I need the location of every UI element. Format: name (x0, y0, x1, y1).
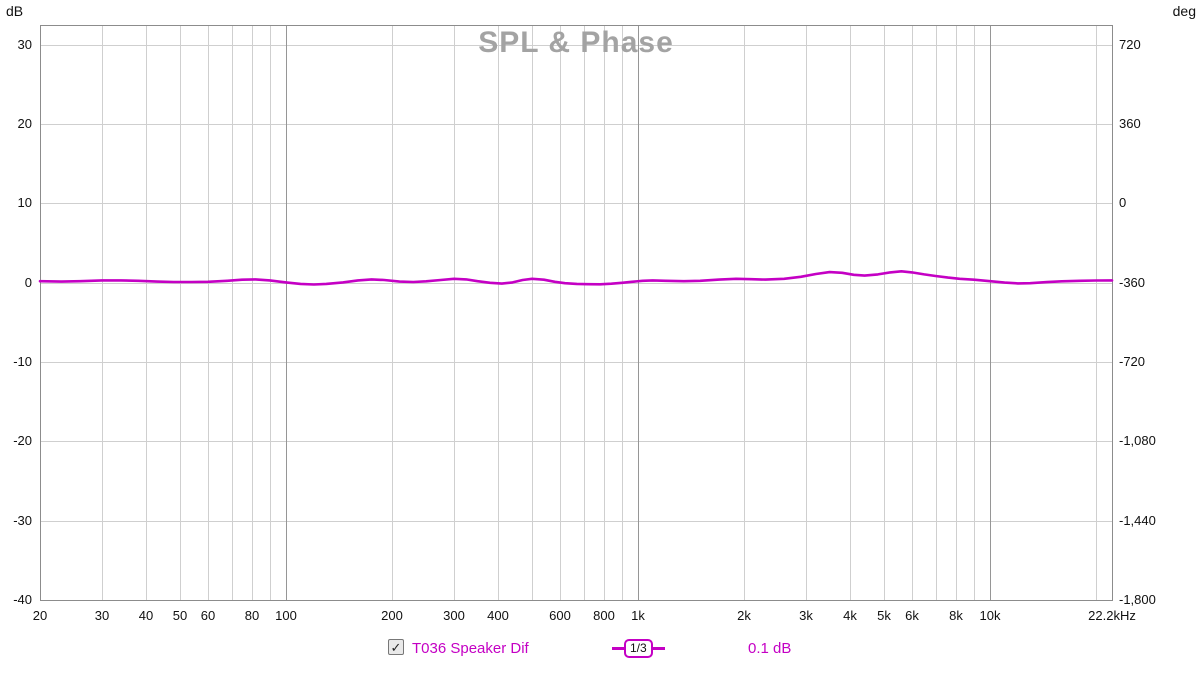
x-axis-tick: 800 (593, 608, 615, 623)
x-axis-tick: 60 (200, 608, 216, 623)
left-axis-unit-label: dB (6, 3, 24, 19)
x-axis-tick: 22.2kHz (1088, 608, 1136, 623)
x-axis-tick: 3k (799, 608, 813, 623)
x-axis-tick: 6k (905, 608, 919, 623)
y-axis-tick-left: 10 (17, 195, 32, 210)
x-axis-tick: 40 (138, 608, 154, 623)
trace-value-readout: 0.1 dB (748, 640, 792, 657)
trace-label[interactable]: T036 Speaker Dif (412, 640, 529, 657)
y-axis-tick-right: -1,440 (1119, 513, 1156, 528)
smoothing-control[interactable]: 1/3 (612, 637, 665, 659)
y-axis-tick-right: 360 (1119, 116, 1141, 131)
x-axis-tick: 20 (32, 608, 48, 623)
plot-area[interactable] (0, 0, 1200, 632)
x-axis-tick: 200 (381, 608, 403, 623)
y-axis-tick-left: -30 (13, 513, 32, 528)
y-axis-tick-left: -10 (13, 354, 32, 369)
y-axis-tick-left: -20 (13, 433, 32, 448)
x-axis-tick: 600 (549, 608, 571, 623)
x-axis-tick: 1k (631, 608, 645, 623)
legend-bar: ✓ T036 Speaker Dif 1/3 0.1 dB (0, 636, 1200, 666)
x-axis-tick: 300 (443, 608, 465, 623)
x-axis-tick: 5k (877, 608, 891, 623)
smoothing-line-left-icon (612, 646, 624, 650)
x-axis-tick: 2k (737, 608, 751, 623)
x-axis-tick: 30 (94, 608, 110, 623)
smoothing-label: 1/3 (630, 640, 647, 655)
x-axis-tick: 400 (487, 608, 509, 623)
plot-border (40, 25, 1113, 601)
y-axis-tick-left: 0 (24, 275, 32, 290)
y-axis-tick-left: 20 (17, 116, 32, 131)
smoothing-line-right-icon (652, 646, 665, 650)
y-axis-tick-right: -720 (1119, 354, 1146, 369)
y-axis-tick-right: -1,080 (1119, 433, 1156, 448)
checkmark-icon: ✓ (390, 640, 402, 655)
x-axis-tick: 50 (172, 608, 188, 623)
x-axis-tick: 10k (979, 608, 1001, 623)
y-axis-tick-right: -1,800 (1119, 592, 1156, 607)
trace-visibility-checkbox[interactable]: ✓ (388, 639, 404, 655)
x-axis-tick: 8k (949, 608, 963, 623)
y-axis-tick-right: 0 (1119, 195, 1127, 210)
y-axis-tick-left: -40 (13, 592, 32, 607)
y-axis-tick-left: 30 (17, 37, 32, 52)
trace-line (38, 269, 1114, 286)
x-axis-tick: 80 (244, 608, 260, 623)
right-axis-unit-label: deg (1172, 3, 1196, 19)
x-axis-tick: 4k (843, 608, 857, 623)
y-axis-tick-right: 720 (1119, 37, 1141, 52)
smoothing-box: 1/3 (624, 638, 653, 658)
x-axis-tick: 100 (275, 608, 297, 623)
y-axis-tick-right: -360 (1119, 275, 1146, 290)
